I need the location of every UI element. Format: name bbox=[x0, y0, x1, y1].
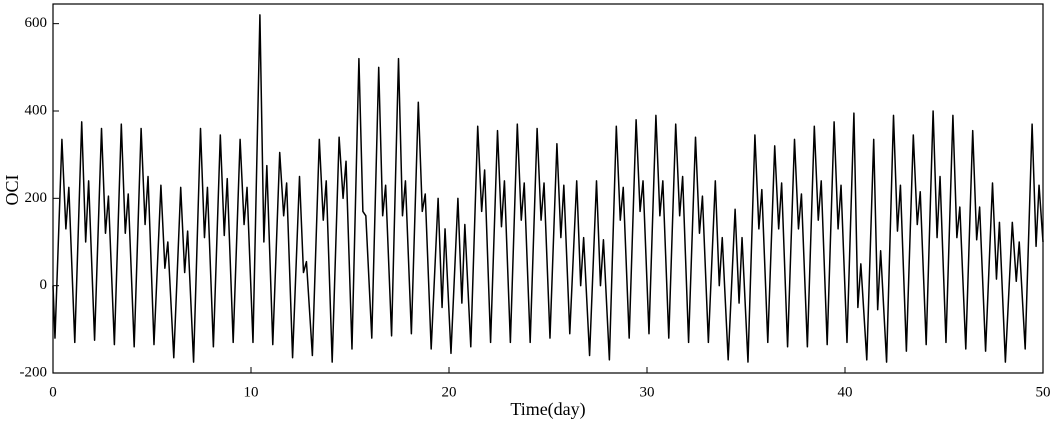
x-tick-label: 50 bbox=[1036, 384, 1051, 400]
plot-frame bbox=[52, 3, 1044, 374]
x-tick-label: 20 bbox=[442, 384, 457, 400]
y-tick-label: 0 bbox=[40, 277, 48, 293]
y-tick-label: 600 bbox=[25, 15, 48, 31]
y-tick-label: -200 bbox=[20, 364, 48, 380]
y-tick-label: 400 bbox=[25, 102, 48, 118]
data-line bbox=[52, 14, 1044, 363]
x-tick-label: 0 bbox=[49, 384, 57, 400]
y-tick-label: 200 bbox=[25, 190, 48, 206]
y-axis-label: OCI bbox=[2, 174, 22, 205]
x-axis-label: Time(day) bbox=[510, 399, 585, 420]
x-tick-label: 40 bbox=[838, 384, 853, 400]
x-tick-label: 10 bbox=[244, 384, 259, 400]
x-tick-label: 30 bbox=[640, 384, 655, 400]
